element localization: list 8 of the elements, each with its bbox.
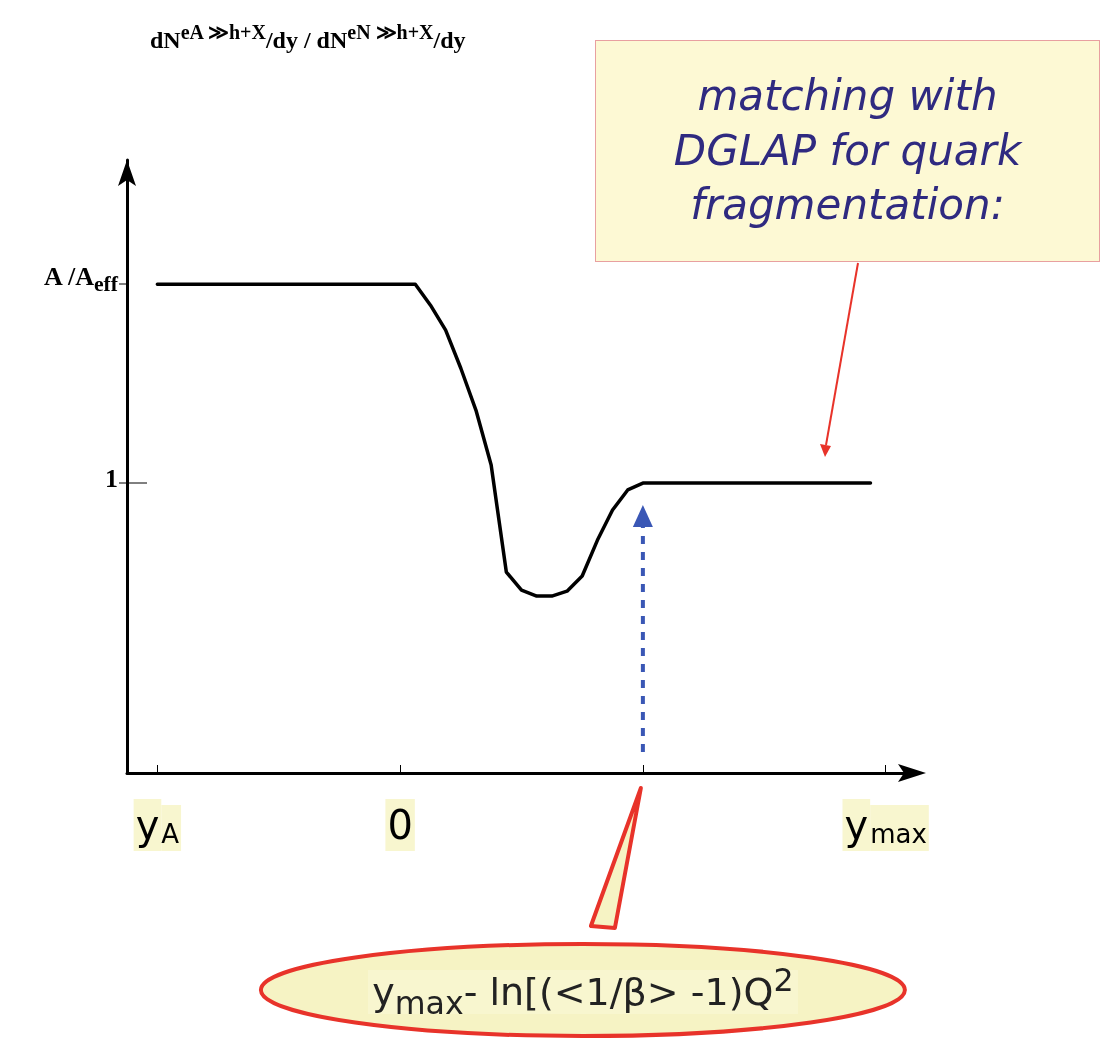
x-tick-label: ymax xyxy=(844,802,927,849)
x-tick-label: 0 xyxy=(387,802,413,848)
x-tick-label: yA xyxy=(135,802,180,849)
text: dN$^{eA ≫h+X}$/dy / dN$^{eN ≫h+X}$/dy xyxy=(150,20,466,54)
text: matching with DGLAP for quark fragmentation: xyxy=(595,40,1100,262)
text: A /A$_{eff}$ xyxy=(43,262,118,298)
text: y$_{max}$- ln[(<1/β> -1)Q$^{2}$ xyxy=(371,962,795,1021)
text: 1 xyxy=(104,464,118,494)
